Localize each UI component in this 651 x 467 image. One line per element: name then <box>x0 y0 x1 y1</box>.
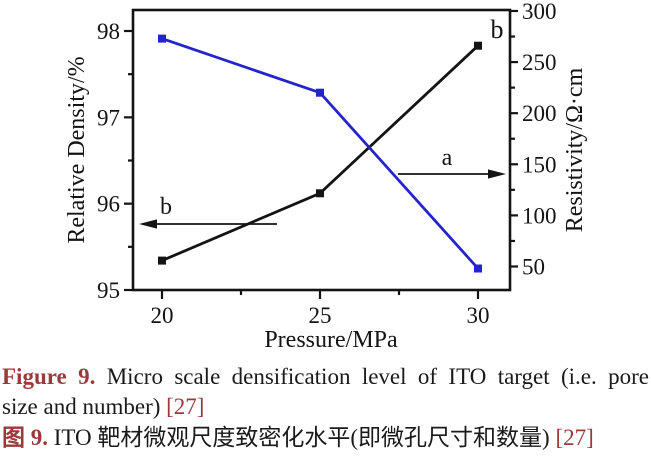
annotation-arrowhead-b <box>139 219 157 229</box>
caption-zh-ref: [27] <box>555 425 594 450</box>
left-axis-title: Relative Density/% <box>64 56 90 243</box>
right-tick-label: 300 <box>522 0 557 24</box>
caption-en-text1: Micro scale densification level of ITO t… <box>106 364 650 389</box>
caption-en-ref: [27] <box>166 394 205 419</box>
right-tick-label: 150 <box>522 152 557 177</box>
chart-area: 20 25 30 95 96 97 98 50 100 150 200 250 300 Pressure/… <box>64 0 588 353</box>
plot-frame <box>131 8 512 292</box>
right-tick-label: 200 <box>522 101 557 126</box>
series-a-marker <box>158 34 166 43</box>
caption-en-line2: size and number) [27] <box>0 392 651 422</box>
figure-caption: Figure 9. Micro scale densification leve… <box>0 362 651 454</box>
left-tick-label: 97 <box>97 105 120 130</box>
chart-plot: 20 25 30 95 96 97 98 50 100 150 200 250 300 Pressure/… <box>64 0 588 353</box>
figure-label-en: Figure 9. <box>2 364 96 389</box>
series-a-marker <box>316 88 324 97</box>
left-tick-label: 98 <box>97 19 120 44</box>
series-b-marker <box>158 256 166 265</box>
caption-zh-line: 图 9. ITO 靶材微观尺度致密化水平(即微孔尺寸和数量) [27] <box>0 422 651 454</box>
series-a-line <box>161 37 480 270</box>
caption-zh-text: ITO 靶材微观尺度致密化水平(即微孔尺寸和数量) <box>53 425 550 450</box>
series-b-marker <box>316 189 324 198</box>
series-b-line <box>161 44 479 262</box>
left-tick-label: 95 <box>97 278 120 303</box>
left-tick-label: 96 <box>97 192 120 217</box>
series-a-marker <box>474 264 482 273</box>
figure-label-zh: 图 9. <box>2 425 48 450</box>
right-tick-label: 50 <box>522 255 545 280</box>
x-tick-label: 20 <box>151 303 174 328</box>
caption-en-line1: Figure 9. Micro scale densification leve… <box>0 362 651 392</box>
series-b-marker <box>474 41 482 50</box>
right-tick-label: 250 <box>522 50 557 75</box>
x-tick-label: 25 <box>309 303 332 328</box>
annotation-arrowhead-a <box>488 169 506 179</box>
annotation-label-b: b <box>160 194 172 220</box>
caption-en-text2: size and number) <box>2 394 161 419</box>
annotation-label-a: a <box>442 145 453 171</box>
right-axis-title: Resistivity/Ω·cm <box>562 67 588 232</box>
panel-label: b <box>491 15 504 44</box>
right-tick-label: 100 <box>522 203 557 228</box>
x-axis-title: Pressure/MPa <box>264 327 398 353</box>
x-tick-label: 30 <box>467 303 490 328</box>
